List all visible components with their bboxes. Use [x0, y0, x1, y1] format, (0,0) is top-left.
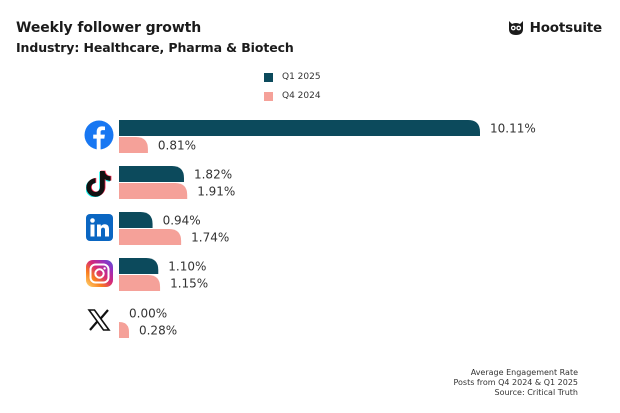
chart-subtitle: Industry: Healthcare, Pharma & Biotech	[16, 40, 294, 55]
owl-icon	[508, 21, 523, 35]
legend: Q1 2025 Q4 2024	[264, 72, 321, 101]
bar-linkedin-q1-2025	[119, 212, 153, 228]
data-label-tiktok-q4-2024: 1.91%	[197, 185, 235, 199]
x-icon	[84, 305, 114, 335]
tiktok-icon	[84, 168, 114, 198]
legend-item-q4-2024: Q4 2024	[264, 91, 321, 101]
legend-swatch-q4-2024	[264, 91, 273, 101]
facebook-icon	[84, 120, 114, 150]
data-label-instagram-q1-2025: 1.10%	[168, 260, 206, 274]
legend-item-q1-2025: Q1 2025	[264, 72, 321, 82]
bar-instagram-q1-2025	[119, 258, 159, 274]
footer-period-note: Posts from Q4 2024 & Q1 2025	[453, 378, 578, 387]
legend-label-q4-2024: Q4 2024	[282, 91, 321, 101]
chart-title: Weekly follower growth	[16, 20, 202, 36]
data-label-linkedin-q1-2025: 0.94%	[163, 214, 201, 228]
bar-x-q4-2024	[119, 322, 129, 338]
data-label-facebook-q1-2025: 10.11%	[490, 122, 536, 136]
bar-tiktok-q1-2025	[119, 166, 184, 182]
data-label-x-q1-2025: 0.00%	[129, 307, 167, 321]
data-label-linkedin-q4-2024: 1.74%	[191, 231, 229, 245]
linkedin-icon	[84, 212, 114, 242]
bar-facebook-q4-2024	[119, 137, 148, 153]
legend-label-q1-2025: Q1 2025	[282, 72, 321, 82]
data-label-tiktok-q1-2025: 1.82%	[194, 168, 232, 182]
brand-name: Hootsuite	[529, 20, 603, 36]
footer-source-note: Source: Critical Truth	[494, 388, 578, 397]
instagram-icon	[84, 258, 114, 288]
bar-facebook-q1-2025	[119, 120, 480, 136]
data-label-instagram-q4-2024: 1.15%	[170, 277, 208, 291]
bar-tiktok-q4-2024	[119, 183, 188, 199]
footer-metric-note: Average Engagement Rate	[470, 368, 578, 377]
brand-logo: Hootsuite	[507, 20, 602, 36]
data-label-facebook-q4-2024: 0.81%	[158, 139, 196, 153]
chart-footer: Average Engagement Rate Posts from Q4 20…	[453, 368, 578, 398]
legend-swatch-q1-2025	[264, 72, 273, 82]
bar-linkedin-q4-2024	[119, 229, 182, 245]
data-label-x-q4-2024: 0.28%	[139, 324, 177, 338]
bar-instagram-q4-2024	[119, 275, 161, 291]
